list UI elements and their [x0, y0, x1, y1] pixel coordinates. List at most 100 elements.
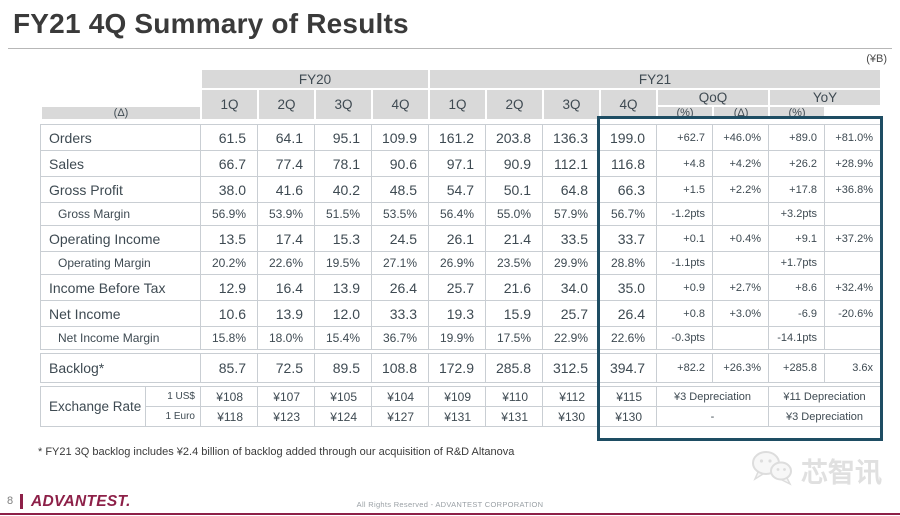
header-fy21-3q: 3Q	[542, 88, 602, 121]
cell-backlog-fy21-1q: 172.9	[428, 353, 486, 383]
cell-operating-income-qoq-pct: +0.4%	[712, 225, 769, 252]
backlog-footnote: * FY21 3Q backlog includes ¥2.4 billion …	[38, 446, 515, 458]
cell-net-income-fy20-2q: 13.9	[257, 300, 315, 327]
page-number: 8	[7, 495, 14, 507]
cell-operating-income-fy21-2q: 21.4	[485, 225, 543, 252]
table-row-operating-income: Operating Income 13.5 17.4 15.3 24.5 26.1 21.4…	[40, 225, 881, 252]
cell-gross-profit-fy20-3q: 40.2	[314, 176, 372, 203]
cell-operating-margin-yoy-pct	[824, 251, 881, 275]
cell-gross-margin-fy20-2q: 53.9%	[257, 202, 315, 226]
cell-net-income-qoq-pct: +3.0%	[712, 300, 769, 327]
bottom-accent-line	[0, 513, 900, 515]
header-row-quarters: 1Q 2Q 3Q 4Q 1Q 2Q 3Q 4Q QoQ YoY	[41, 88, 883, 121]
header-fy20-2q: 2Q	[257, 88, 316, 121]
cell-net-income-yoy-delta: -6.9	[768, 300, 825, 327]
cell-operating-income-fy20-2q: 17.4	[257, 225, 315, 252]
cell-operating-margin-fy20-2q: 22.6%	[257, 251, 315, 275]
cell-orders-fy20-4q: 109.9	[371, 124, 429, 151]
cell-net-income-margin-fy21-3q: 22.9%	[542, 326, 600, 350]
cell-exchange-1-euro-1: ¥123	[257, 406, 315, 427]
cell-sales-yoy-pct: +28.9%	[824, 150, 881, 177]
cell-gross-margin-qoq-delta: -1.2pts	[656, 202, 713, 226]
cell-exchange-1-us-qoq: ¥3 Depreciation	[656, 386, 769, 407]
cell-net-income-margin-fy21-2q: 17.5%	[485, 326, 543, 350]
cell-income-before-tax-fy20-4q: 26.4	[371, 274, 429, 301]
cell-operating-income-fy20-3q: 15.3	[314, 225, 372, 252]
cell-income-before-tax-fy20-1q: 12.9	[200, 274, 258, 301]
cell-orders-fy20-3q: 95.1	[314, 124, 372, 151]
results-table-body: Orders 61.5 64.1 95.1 109.9 161.2 203.8 136.3 19…	[40, 124, 881, 350]
header-blank-cell	[41, 69, 201, 89]
cell-operating-income-qoq-delta: +0.1	[656, 225, 713, 252]
cell-backlog-fy21-3q: 312.5	[542, 353, 600, 383]
row-label-gross-profit: Gross Profit	[40, 176, 201, 203]
cell-orders-fy21-4q: 199.0	[599, 124, 657, 151]
header-yoy-pct: (%)	[768, 105, 827, 121]
cell-sales-fy21-2q: 90.9	[485, 150, 543, 177]
cell-gross-margin-fy21-3q: 57.9%	[542, 202, 600, 226]
cell-orders-qoq-pct: +46.0%	[712, 124, 769, 151]
row-label-operating-margin: Operating Margin	[40, 251, 201, 275]
cell-net-income-fy21-1q: 19.3	[428, 300, 486, 327]
cell-net-income-fy21-3q: 25.7	[542, 300, 600, 327]
cell-exchange-1-us-3: ¥104	[371, 386, 429, 407]
cell-exchange-1-us-4: ¥109	[428, 386, 486, 407]
cell-backlog-fy21-2q: 285.8	[485, 353, 543, 383]
cell-income-before-tax-fy21-3q: 34.0	[542, 274, 600, 301]
cell-net-income-margin-fy20-4q: 36.7%	[371, 326, 429, 350]
cell-gross-margin-yoy-pct	[824, 202, 881, 226]
cell-operating-margin-fy20-4q: 27.1%	[371, 251, 429, 275]
cell-exchange-1-us-1: ¥107	[257, 386, 315, 407]
row-label-exchange-rate: Exchange Rate	[40, 386, 146, 427]
cell-gross-profit-fy20-2q: 41.6	[257, 176, 315, 203]
cell-exchange-1-euro-0: ¥118	[200, 406, 258, 427]
cell-exchange-1-euro-qoq: -	[656, 406, 769, 427]
cell-sales-fy21-3q: 112.1	[542, 150, 600, 177]
cell-gross-profit-fy21-3q: 64.8	[542, 176, 600, 203]
table-row-gross-margin: Gross Margin 56.9% 53.9% 51.5% 53.5% 56.4% 55.…	[40, 202, 881, 226]
header-row-fiscal-years: FY20 FY21	[41, 68, 883, 90]
footer-divider	[20, 494, 23, 509]
table-row-income-before-tax: Income Before Tax 12.9 16.4 13.9 26.4 25.7 21.…	[40, 274, 881, 301]
cell-exchange-1-us-7: ¥115	[599, 386, 657, 407]
header-fy21-1q: 1Q	[428, 88, 488, 121]
results-table: FY20 FY21 1Q 2Q 3Q 4Q 1Q 2Q 3Q 4Q QoQ Yo…	[40, 68, 883, 430]
unit-label: (¥B)	[866, 53, 887, 65]
cell-income-before-tax-fy20-3q: 13.9	[314, 274, 372, 301]
cell-gross-margin-fy20-1q: 56.9%	[200, 202, 258, 226]
cell-sales-qoq-pct: +4.2%	[712, 150, 769, 177]
cell-income-before-tax-fy21-2q: 21.6	[485, 274, 543, 301]
cell-gross-profit-fy20-4q: 48.5	[371, 176, 429, 203]
table-row-sales: Sales 66.7 77.4 78.1 90.6 97.1 90.9 112.1 116.8 +…	[40, 150, 881, 177]
cell-gross-profit-fy21-4q: 66.3	[599, 176, 657, 203]
cell-exchange-1-euro-5: ¥131	[485, 406, 543, 427]
header-fy21-2q: 2Q	[485, 88, 545, 121]
cell-orders-fy21-3q: 136.3	[542, 124, 600, 151]
cell-backlog-yoy-pct: 3.6x	[824, 353, 881, 383]
cell-income-before-tax-yoy-pct: +32.4%	[824, 274, 881, 301]
cell-gross-margin-yoy-delta: +3.2pts	[768, 202, 825, 226]
cell-net-income-fy21-4q: 26.4	[599, 300, 657, 327]
header-qoq: QoQ	[656, 88, 771, 107]
cell-net-income-fy20-3q: 12.0	[314, 300, 372, 327]
cell-income-before-tax-qoq-pct: +2.7%	[712, 274, 769, 301]
cell-operating-income-fy20-4q: 24.5	[371, 225, 429, 252]
cell-gross-profit-fy20-1q: 38.0	[200, 176, 258, 203]
advantest-logo: ADVANTEST.	[31, 493, 131, 510]
copyright-text: All Rights Reserved - ADVANTEST CORPORAT…	[356, 500, 544, 509]
row-label-sales: Sales	[40, 150, 201, 177]
cell-operating-margin-fy21-4q: 28.8%	[599, 251, 657, 275]
cell-gross-profit-fy21-2q: 50.1	[485, 176, 543, 203]
watermark-text: 芯智讯	[801, 458, 882, 488]
cell-net-income-yoy-pct: -20.6%	[824, 300, 881, 327]
header-blank-cell	[41, 89, 201, 106]
row-label-net-income-margin: Net Income Margin	[40, 326, 201, 350]
cell-orders-fy20-2q: 64.1	[257, 124, 315, 151]
cell-sales-fy20-4q: 90.6	[371, 150, 429, 177]
cell-exchange-1-us-6: ¥112	[542, 386, 600, 407]
cell-gross-margin-fy20-3q: 51.5%	[314, 202, 372, 226]
cell-gross-margin-fy21-2q: 55.0%	[485, 202, 543, 226]
table-row-exchange-1-euro: 1 Euro ¥118 ¥123 ¥124 ¥127 ¥131 ¥131 ¥130 ¥130- ¥…	[41, 406, 882, 427]
page-title: FY21 4Q Summary of Results	[13, 8, 409, 39]
